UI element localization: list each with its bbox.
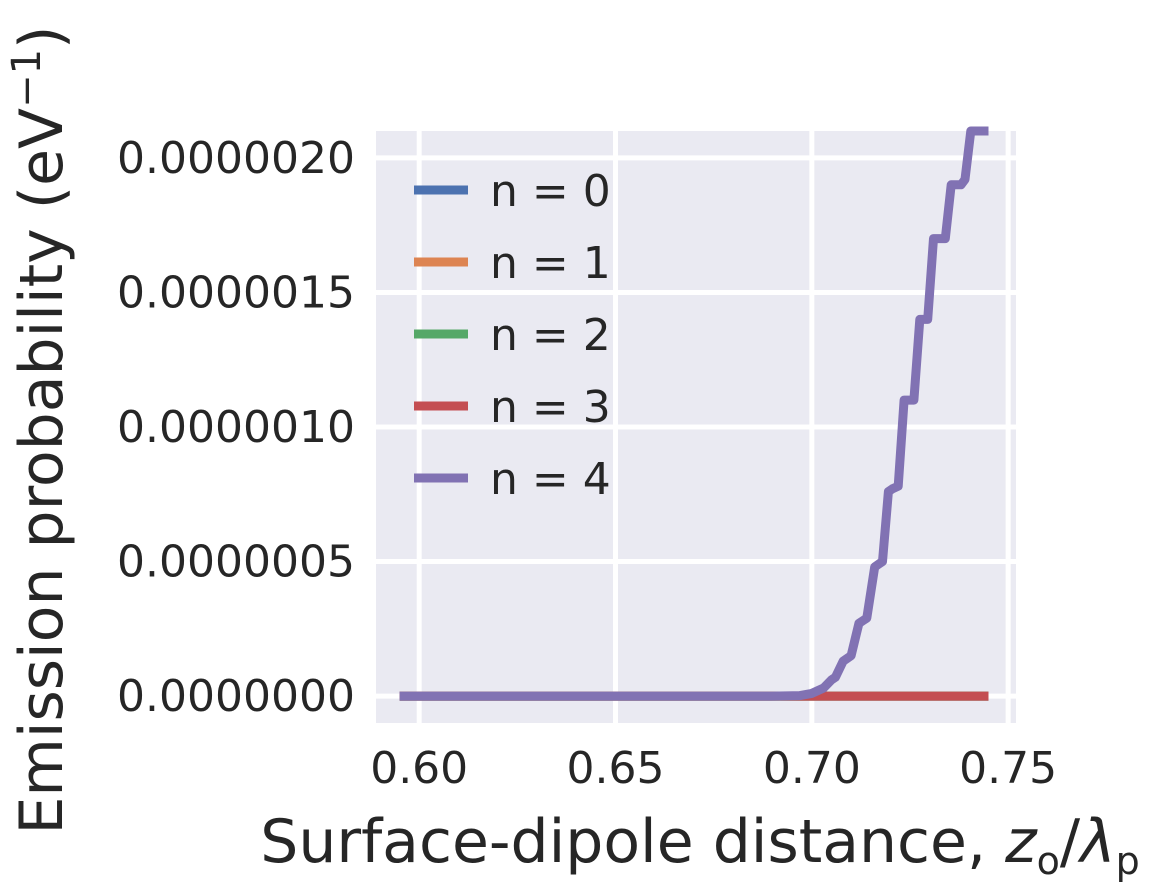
x-axis-title: Surface-dipole distance, zo/λp	[260, 807, 1139, 883]
legend: n = 0 n = 1 n = 2 n = 3 n = 4	[414, 166, 611, 505]
y-tick-label: 0.0000010	[117, 402, 355, 453]
y-tick-label: 0.0000005	[117, 537, 355, 588]
x-tick-label: 0.65	[567, 743, 665, 794]
legend-label-n3: n = 3	[490, 382, 611, 433]
x-tick-labels: 0.60 0.65 0.70 0.75	[370, 743, 1057, 794]
legend-label-n4: n = 4	[490, 454, 611, 505]
y-tick-label: 0.0000020	[117, 133, 355, 184]
grid	[376, 131, 1016, 723]
x-tick-label: 0.60	[370, 743, 468, 794]
y-tick-label: 0.0000015	[117, 267, 355, 318]
x-tick-label: 0.70	[763, 743, 861, 794]
legend-label-n0: n = 0	[490, 166, 611, 217]
y-tick-labels: 0.0000000 0.0000005 0.0000010 0.0000015 0.00…	[117, 133, 355, 722]
series-group	[399, 126, 989, 701]
y-axis-title: Emission probability (eV−1)	[4, 26, 77, 835]
x-tick-label: 0.75	[959, 743, 1057, 794]
legend-label-n1: n = 1	[490, 238, 611, 289]
series-line-n4	[399, 126, 989, 701]
legend-label-n2: n = 2	[490, 310, 611, 361]
y-tick-label: 0.0000000	[117, 671, 355, 722]
